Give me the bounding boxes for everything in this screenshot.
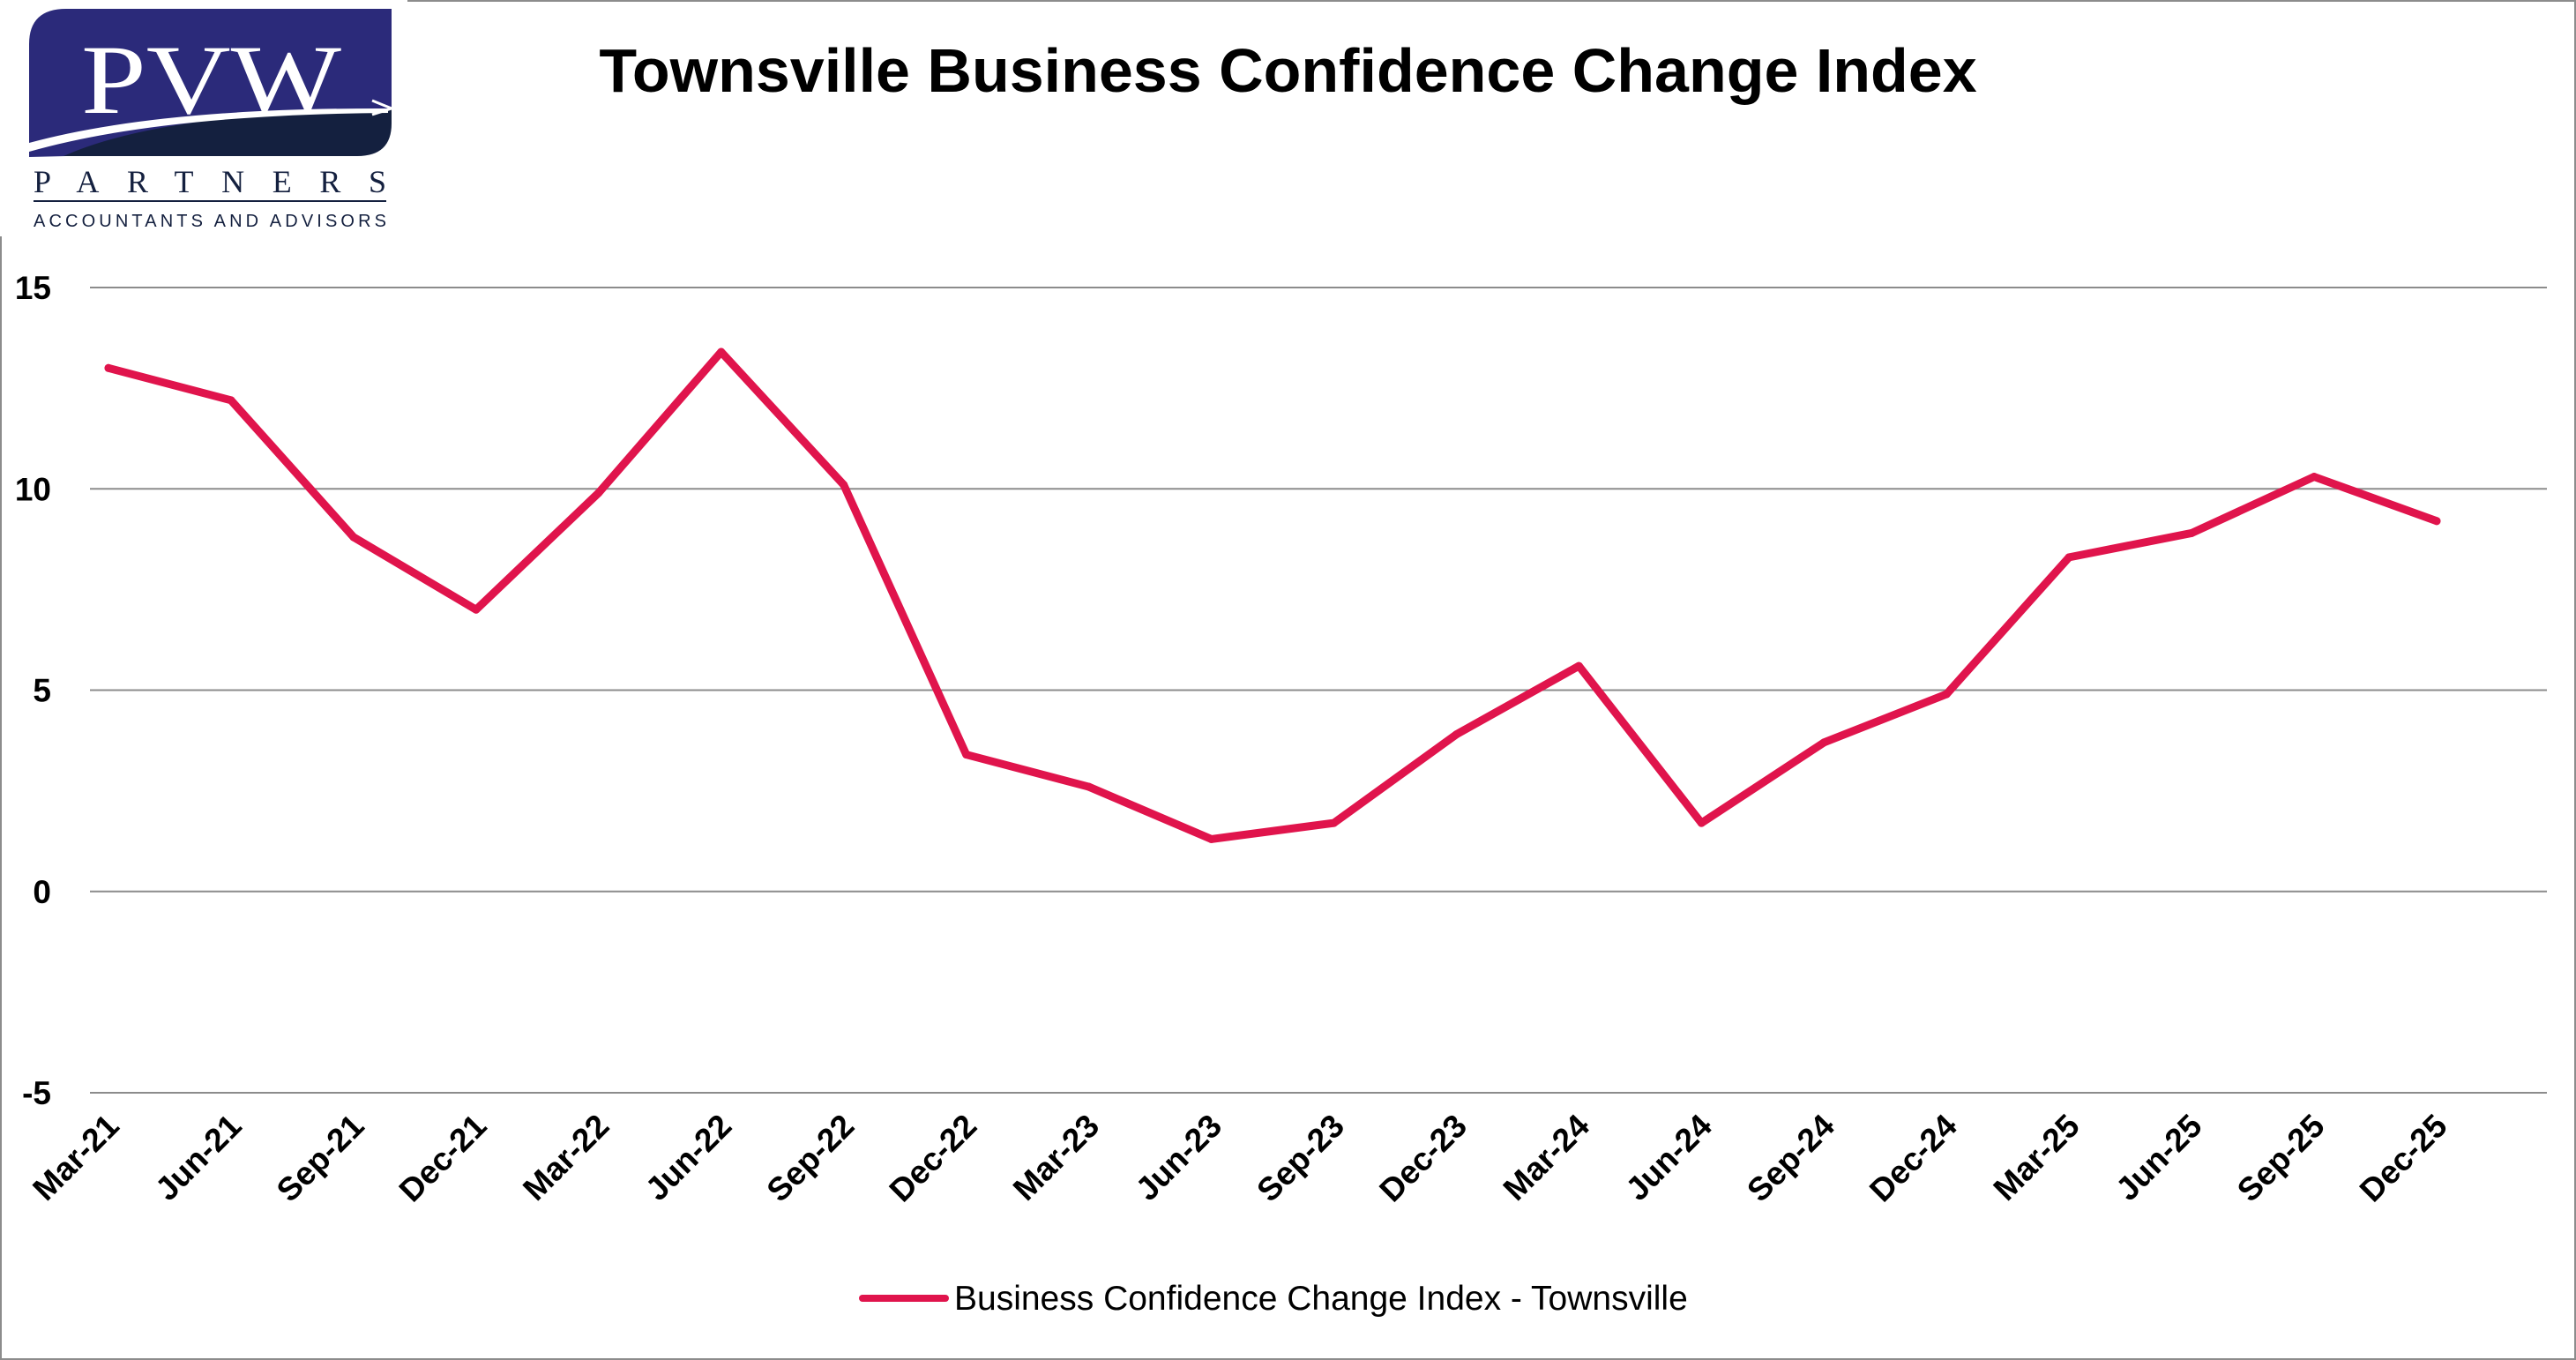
legend-label: Business Confidence Change Index - Towns… [954,1280,1688,1318]
data-point [962,751,971,759]
x-tick-label: Mar-21 [26,1108,125,1207]
x-tick-label: Mar-23 [1006,1108,1106,1207]
x-tick-label: Jun-23 [1129,1108,1228,1207]
x-tick-label: Jun-22 [638,1108,738,1207]
x-tick-label: Dec-24 [1863,1107,1964,1208]
chart-title: Townsville Business Confidence Change In… [599,36,1977,105]
series-line [104,347,2441,843]
data-point [2065,553,2073,562]
data-point [1942,690,1951,699]
x-tick-label: Jun-25 [2109,1108,2208,1207]
x-tick-label: Sep-21 [270,1108,371,1209]
y-tick-label: -5 [22,1075,51,1111]
logo-brand: PVW [81,26,341,135]
x-tick-label: Sep-23 [1250,1108,1351,1209]
data-point [2310,473,2318,482]
y-tick-label: 15 [15,270,51,306]
x-tick-label: Sep-22 [760,1108,862,1209]
x-tick-label: Jun-21 [148,1108,248,1207]
x-tick-label: Dec-21 [392,1108,494,1209]
x-tick-label: Mar-25 [1986,1108,2086,1207]
logo-name: PARTNERS [34,164,386,199]
x-tick-label: Sep-25 [2230,1108,2332,1209]
y-tick-label: 0 [33,874,51,910]
data-point [840,481,848,489]
data-point [1085,782,1094,791]
data-point [104,363,113,372]
data-point [1574,661,1583,670]
data-point [2187,528,2196,537]
data-point [594,489,603,497]
data-point [2432,517,2441,526]
y-tick-label: 10 [15,471,51,507]
data-point [1819,738,1828,747]
pvw-partners-logo: PVW PARTNERS ACCOUNTANTS AND ADVISORS [0,0,407,236]
x-tick-label: Mar-24 [1497,1107,1597,1207]
data-point [1329,818,1338,827]
x-tick-label: Dec-25 [2353,1108,2454,1209]
x-tick-label: Sep-24 [1740,1107,1841,1208]
x-tick-label: Mar-22 [516,1108,616,1207]
y-axis-ticks: -5 0 5 10 15 [15,270,51,1111]
data-point [349,533,358,542]
x-axis-ticks: Mar-21 Jun-21 Sep-21 Dec-21 Mar-22 Jun-22 Sep-… [26,1107,2453,1208]
x-tick-label: Dec-22 [882,1108,983,1209]
data-point [717,347,726,356]
data-point [227,396,235,405]
data-point [1697,818,1706,827]
logo-tagline: ACCOUNTANTS AND ADVISORS [34,212,386,231]
y-tick-label: 5 [33,673,51,709]
data-point [1452,730,1460,739]
data-point [1207,834,1216,843]
legend: Business Confidence Change Index - Towns… [859,1280,1688,1318]
data-point [472,605,481,614]
series-group [104,347,2441,843]
gridlines [90,287,2547,1094]
x-tick-label: Dec-23 [1372,1108,1474,1209]
x-tick-label: Jun-24 [1619,1107,1720,1207]
